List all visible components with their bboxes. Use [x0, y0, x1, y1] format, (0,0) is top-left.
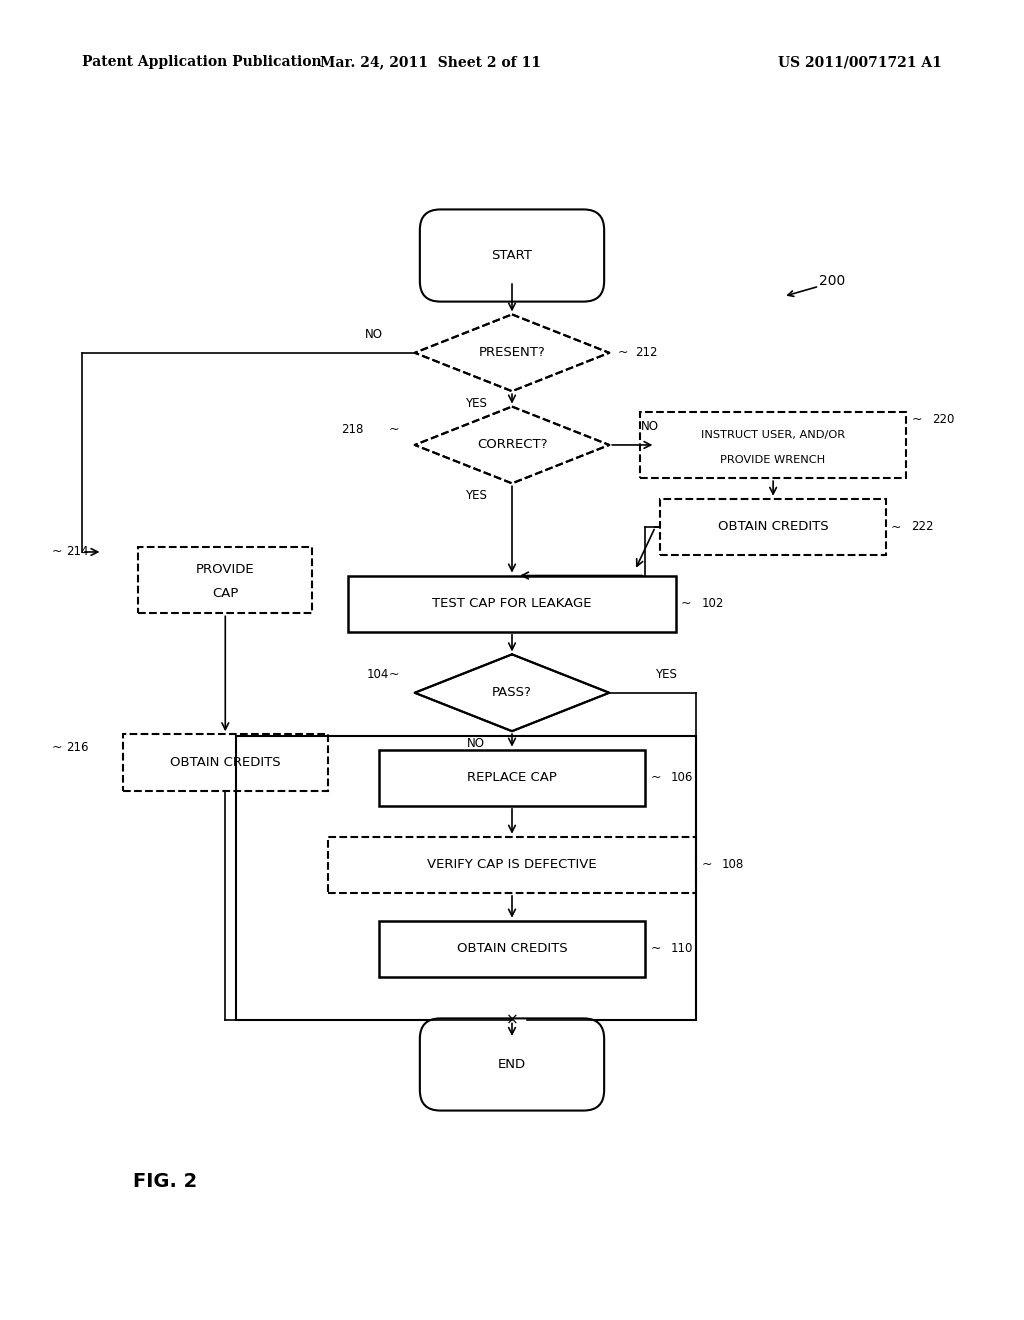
Bar	[640, 412, 906, 478]
Text: OBTAIN CREDITS: OBTAIN CREDITS	[170, 756, 281, 768]
FancyBboxPatch shape	[420, 1019, 604, 1110]
Text: ~: ~	[617, 346, 628, 359]
Text: INSTRUCT USER, AND/OR: INSTRUCT USER, AND/OR	[701, 430, 845, 440]
Bar	[660, 499, 886, 554]
Text: NO: NO	[467, 737, 485, 750]
Text: END: END	[498, 1059, 526, 1071]
Text: ~: ~	[389, 424, 399, 436]
Text: ~: ~	[51, 545, 61, 558]
Text: OBTAIN CREDITS: OBTAIN CREDITS	[718, 520, 828, 533]
Text: 110: 110	[671, 942, 693, 956]
Text: OBTAIN CREDITS: OBTAIN CREDITS	[457, 942, 567, 956]
Polygon shape	[415, 314, 609, 391]
Text: Patent Application Publication: Patent Application Publication	[82, 55, 322, 70]
Text: 212: 212	[635, 346, 657, 359]
Text: ~: ~	[650, 771, 660, 784]
Text: 216: 216	[67, 741, 89, 754]
Text: ~: ~	[51, 741, 61, 754]
Text: CAP: CAP	[212, 587, 239, 599]
Text: 218: 218	[341, 424, 364, 436]
Text: ~: ~	[650, 942, 660, 956]
Text: 104: 104	[367, 668, 389, 681]
Text: ~: ~	[681, 597, 691, 610]
Text: ~: ~	[891, 520, 901, 533]
Polygon shape	[415, 655, 609, 731]
Text: 200: 200	[819, 275, 846, 288]
Bar	[379, 920, 645, 977]
Text: US 2011/0071721 A1: US 2011/0071721 A1	[778, 55, 942, 70]
Text: TEST CAP FOR LEAKAGE: TEST CAP FOR LEAKAGE	[432, 597, 592, 610]
Text: PROVIDE: PROVIDE	[196, 564, 255, 577]
Bar	[328, 837, 696, 892]
Text: PRESENT?: PRESENT?	[478, 346, 546, 359]
Text: 220: 220	[932, 413, 954, 426]
FancyBboxPatch shape	[420, 210, 604, 301]
Text: 108: 108	[722, 858, 744, 871]
Bar	[236, 737, 696, 1020]
Text: ~: ~	[389, 668, 399, 681]
Text: ~: ~	[911, 413, 922, 426]
Bar	[138, 546, 312, 614]
Polygon shape	[415, 407, 609, 483]
Text: NO: NO	[641, 420, 659, 433]
Text: 214: 214	[67, 545, 89, 558]
Text: 106: 106	[671, 771, 693, 784]
Bar	[123, 734, 328, 791]
Text: CORRECT?: CORRECT?	[477, 438, 547, 451]
Text: PROVIDE WRENCH: PROVIDE WRENCH	[721, 455, 825, 466]
Text: 102: 102	[701, 597, 724, 610]
Text: PASS?: PASS?	[493, 686, 531, 700]
Bar	[379, 750, 645, 807]
Text: REPLACE CAP: REPLACE CAP	[467, 771, 557, 784]
Text: YES: YES	[654, 668, 677, 681]
Text: YES: YES	[465, 397, 487, 411]
Text: FIG. 2: FIG. 2	[133, 1172, 198, 1191]
Text: NO: NO	[365, 327, 383, 341]
Text: ×: ×	[506, 1012, 518, 1028]
Text: START: START	[492, 249, 532, 261]
Text: 222: 222	[911, 520, 934, 533]
Text: Mar. 24, 2011  Sheet 2 of 11: Mar. 24, 2011 Sheet 2 of 11	[319, 55, 541, 70]
Text: YES: YES	[465, 490, 487, 502]
Text: ~: ~	[701, 858, 712, 871]
Bar	[348, 576, 676, 632]
Text: VERIFY CAP IS DEFECTIVE: VERIFY CAP IS DEFECTIVE	[427, 858, 597, 871]
